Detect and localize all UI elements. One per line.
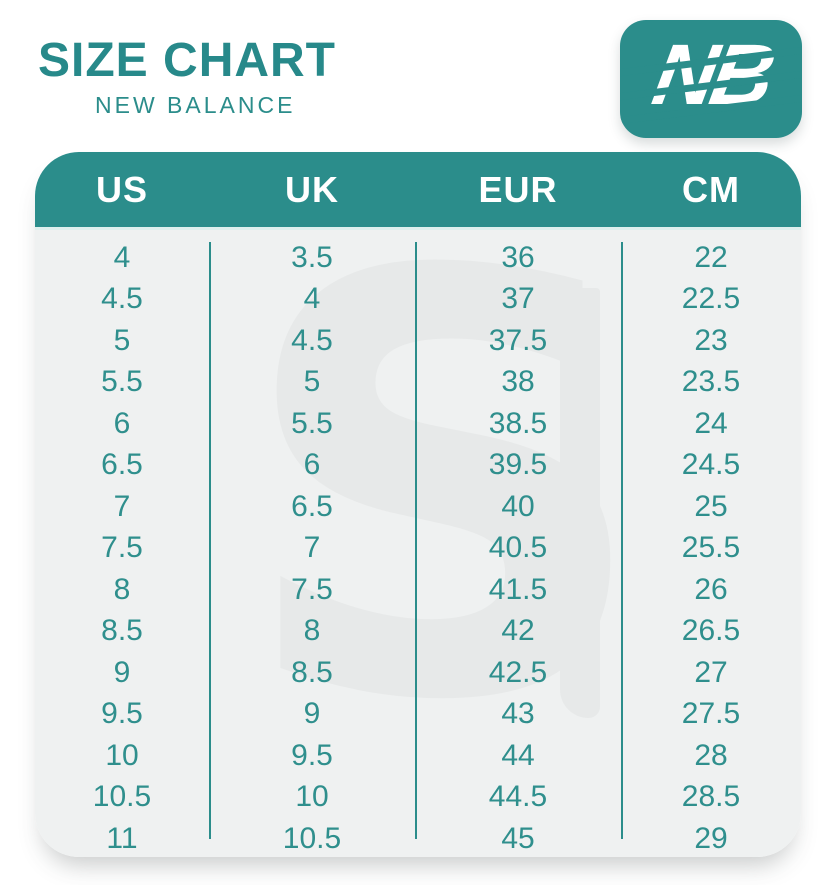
size-cell-uk: 4.5 <box>291 323 333 357</box>
size-cell-uk: 10 <box>295 780 329 814</box>
size-cell-uk: 3.5 <box>291 240 333 274</box>
table-row: 5 4.5 37.5 23 <box>35 320 801 362</box>
column-header-cm: CM <box>682 168 740 210</box>
size-cell-eur: 42.5 <box>488 655 548 689</box>
size-cell-us: 4 <box>113 240 131 274</box>
table-row: 10.5 10 44.5 28.5 <box>35 777 801 819</box>
size-cell-eur: 44 <box>501 738 535 772</box>
size-cell-us: 6 <box>113 406 131 440</box>
size-cell-eur: 38 <box>501 365 535 399</box>
size-cell-cm: 27.5 <box>681 697 741 731</box>
size-cell-eur: 36 <box>501 240 535 274</box>
size-cell-uk: 8.5 <box>291 655 333 689</box>
size-cell-cm: 25 <box>694 489 728 523</box>
size-cell-eur: 40 <box>501 489 535 523</box>
table-row: 8.5 8 42 26.5 <box>35 611 801 653</box>
size-cell-cm: 22 <box>694 240 728 274</box>
size-cell-us: 5 <box>113 323 131 357</box>
size-cell-cm: 28 <box>694 738 728 772</box>
column-header-us: US <box>95 168 148 210</box>
size-cell-uk: 5.5 <box>291 406 333 440</box>
column-divider <box>209 242 211 839</box>
size-cell-us: 10 <box>105 738 139 772</box>
size-cell-eur: 38.5 <box>488 406 548 440</box>
page-title: SIZE CHART <box>38 34 336 87</box>
size-cell-uk: 5 <box>303 365 321 399</box>
header-block: SIZE CHART NEW BALANCE <box>38 34 336 119</box>
table-row: 5.5 5 38 23.5 <box>35 362 801 404</box>
table-row: 7 6.5 40 25 <box>35 486 801 528</box>
table-row: 9 8.5 42.5 27 <box>35 652 801 694</box>
size-cell-cm: 26 <box>694 572 728 606</box>
size-cell-cm: 26.5 <box>681 614 741 648</box>
size-cell-us: 4.5 <box>101 282 143 316</box>
size-cell-us: 7 <box>113 489 131 523</box>
size-cell-cm: 22.5 <box>681 282 741 316</box>
table-row: 8 7.5 41.5 26 <box>35 569 801 611</box>
size-cell-eur: 44.5 <box>488 780 548 814</box>
column-header-uk: UK <box>285 168 339 210</box>
table-row: 10 9.5 44 28 <box>35 735 801 777</box>
size-cell-us: 11 <box>106 821 138 855</box>
size-cell-uk: 4 <box>303 282 321 316</box>
size-table-body: S 4 3.5 36 22 4.5 4 37 22.5 <box>35 230 801 857</box>
size-cell-eur: 43 <box>501 697 535 731</box>
table-row: 9.5 9 43 27.5 <box>35 694 801 736</box>
size-cell-uk: 9.5 <box>291 738 333 772</box>
size-cell-eur: 39.5 <box>488 448 548 482</box>
size-cell-uk: 6 <box>303 448 321 482</box>
size-cell-uk: 7.5 <box>291 572 333 606</box>
size-cell-us: 7.5 <box>101 531 143 565</box>
size-table-header: US UK EUR CM <box>35 152 801 230</box>
brand-subtitle: NEW BALANCE <box>95 92 296 119</box>
column-divider <box>621 242 623 839</box>
size-cell-us: 6.5 <box>101 448 143 482</box>
size-cell-uk: 8 <box>303 614 321 648</box>
column-header-eur: EUR <box>478 168 558 210</box>
size-cell-cm: 28.5 <box>681 780 741 814</box>
size-cell-us: 8 <box>113 572 131 606</box>
size-cell-us: 8.5 <box>101 614 143 648</box>
table-row: 11 10.5 45 29 <box>35 818 801 857</box>
size-cell-eur: 45 <box>501 821 535 855</box>
watermark-bar-shape <box>560 288 600 718</box>
table-row: 4 3.5 36 22 <box>35 237 801 279</box>
size-cell-eur: 37.5 <box>488 323 548 357</box>
size-cell-cm: 29 <box>694 821 728 855</box>
size-cell-eur: 41.5 <box>488 572 548 606</box>
size-cell-uk: 10.5 <box>282 821 342 855</box>
table-row: 7.5 7 40.5 25.5 <box>35 528 801 570</box>
size-cell-cm: 24.5 <box>681 448 741 482</box>
size-cell-us: 9.5 <box>101 697 143 731</box>
size-table: US UK EUR CM S 4 3.5 36 22 4.5 4 <box>35 152 801 857</box>
table-row: 6 5.5 38.5 24 <box>35 403 801 445</box>
column-divider <box>415 242 417 839</box>
size-cell-cm: 27 <box>694 655 728 689</box>
table-row: 6.5 6 39.5 24.5 <box>35 445 801 487</box>
new-balance-logo-icon: NB <box>620 20 802 138</box>
table-row: 4.5 4 37 22.5 <box>35 279 801 321</box>
size-cell-eur: 40.5 <box>488 531 548 565</box>
size-cell-uk: 9 <box>303 697 321 731</box>
size-cell-uk: 6.5 <box>291 489 333 523</box>
size-cell-us: 5.5 <box>101 365 143 399</box>
size-cell-cm: 24 <box>694 406 728 440</box>
size-cell-uk: 7 <box>303 531 321 565</box>
size-rows: 4 3.5 36 22 4.5 4 37 22.5 5 4.5 37.5 23 <box>35 237 801 857</box>
size-cell-us: 9 <box>113 655 131 689</box>
size-cell-cm: 25.5 <box>681 531 741 565</box>
size-cell-eur: 42 <box>501 614 535 648</box>
size-cell-cm: 23.5 <box>681 365 741 399</box>
size-cell-eur: 37 <box>501 282 535 316</box>
size-cell-us: 10.5 <box>92 780 152 814</box>
size-cell-cm: 23 <box>694 323 728 357</box>
